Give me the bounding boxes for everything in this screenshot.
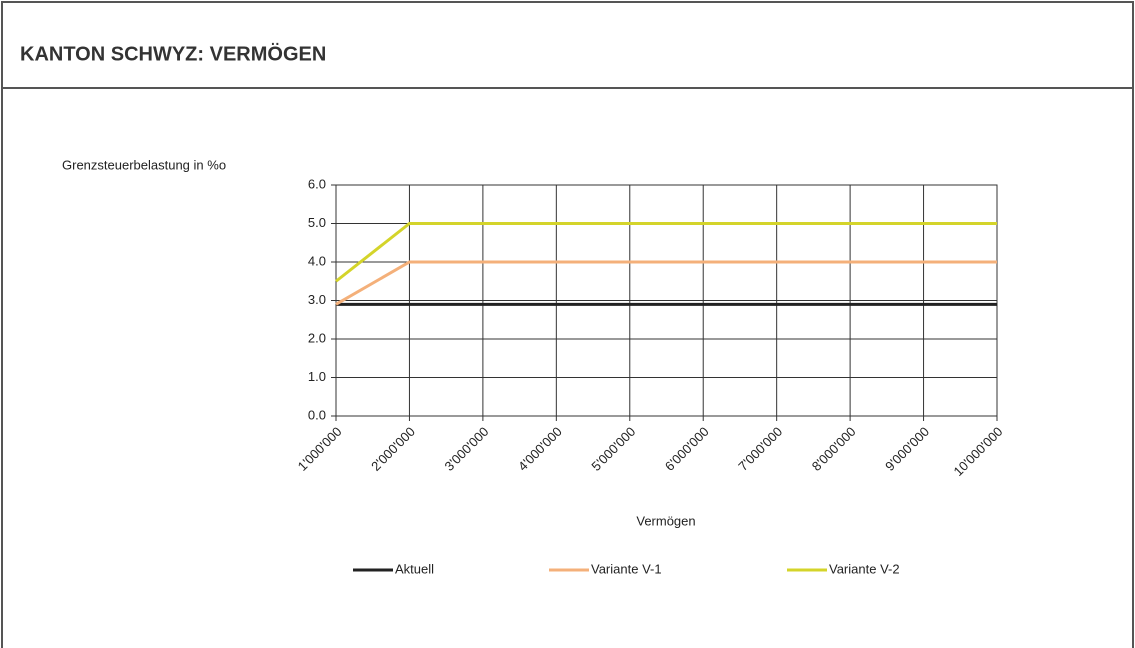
series-line	[335, 222, 997, 283]
y-tick-label: 6.0	[308, 176, 326, 191]
x-tick-label: 5'000'000	[588, 424, 638, 474]
x-axis-label: Vermögen	[636, 513, 695, 528]
x-tick-label: 1'000'000	[295, 424, 345, 474]
y-tick-label: 0.0	[308, 407, 326, 422]
x-tick-label: 4'000'000	[515, 424, 565, 474]
x-tick-label: 2'000'000	[368, 424, 418, 474]
y-axis-label: Grenzsteuerbelastung in %o	[62, 157, 226, 172]
plot-frame	[335, 184, 998, 417]
legend-label: Variante V-1	[591, 561, 662, 576]
x-tick-label: 9'000'000	[882, 424, 932, 474]
y-tick-label: 3.0	[308, 292, 326, 307]
y-tick-label: 4.0	[308, 253, 326, 268]
x-tick-label: 10'000'000	[951, 424, 1006, 479]
x-tick-label: 7'000'000	[735, 424, 785, 474]
x-tick-label: 6'000'000	[662, 424, 712, 474]
y-tick-label: 5.0	[308, 215, 326, 230]
legend-label: Aktuell	[395, 561, 434, 576]
x-tick-label: 8'000'000	[809, 424, 859, 474]
y-tick-label: 2.0	[308, 330, 326, 345]
x-tick-label: 3'000'000	[442, 424, 492, 474]
legend-label: Variante V-2	[829, 561, 900, 576]
y-tick-label: 1.0	[308, 369, 326, 384]
series-line	[335, 260, 997, 306]
chart-title: KANTON SCHWYZ: VERMÖGEN	[20, 42, 326, 65]
